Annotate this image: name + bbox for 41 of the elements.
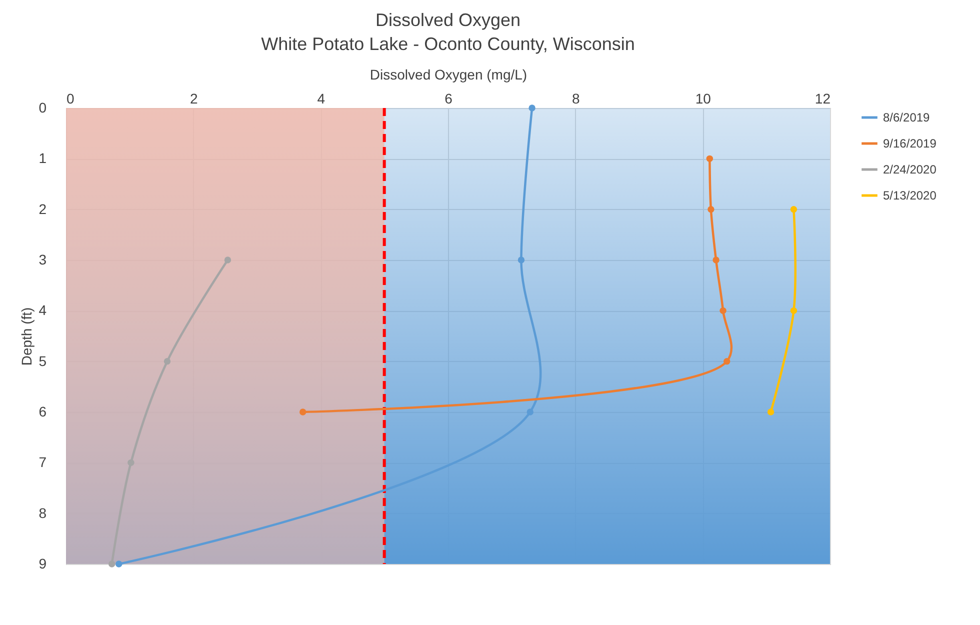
x-tick-label: 12	[814, 90, 831, 106]
y-axis-title: Depth (ft)	[18, 307, 35, 366]
x-axis-title: Dissolved Oxygen (mg/L)	[370, 66, 528, 82]
point	[224, 256, 232, 264]
legend-label: 9/16/2019	[883, 136, 937, 150]
point	[712, 256, 720, 264]
point	[790, 307, 798, 314]
point	[164, 358, 171, 365]
x-tick-label: 6	[444, 90, 453, 106]
point	[299, 408, 306, 416]
x-tick-label: 10	[695, 90, 712, 106]
point	[526, 408, 534, 416]
y-tick-label: 8	[38, 504, 47, 521]
legend-label: 5/13/2020	[883, 188, 937, 202]
y-tick-label: 6	[38, 404, 47, 420]
point	[767, 408, 774, 416]
point	[708, 206, 714, 213]
y-tick-label: 3	[38, 252, 47, 268]
point	[706, 155, 714, 162]
y-tick-label: 9	[38, 556, 47, 572]
chart-subtitle: White Potato Lake - Oconto County, Wisconsin	[261, 34, 635, 54]
point	[720, 307, 726, 314]
x-tick-label: 0	[66, 90, 74, 106]
point	[128, 459, 134, 466]
point	[115, 560, 122, 568]
y-tick-label: 5	[38, 352, 47, 369]
x-tick-label: 4	[317, 90, 326, 106]
y-tick-label: 7	[38, 454, 47, 470]
y-tick-label: 4	[38, 302, 47, 318]
point	[518, 256, 525, 264]
legend-label: 2/24/2020	[883, 162, 937, 176]
point	[724, 358, 730, 365]
point	[528, 104, 536, 112]
y-tick-label: 1	[38, 150, 47, 166]
y-tick-label: 2	[38, 200, 47, 217]
chart-title: Dissolved Oxygen	[375, 10, 521, 30]
x-tick-label: 8	[572, 90, 580, 106]
x-tick-label: 2	[190, 90, 198, 106]
point	[790, 206, 798, 213]
point	[108, 560, 116, 568]
legend-label: 8/6/2019	[883, 110, 930, 124]
